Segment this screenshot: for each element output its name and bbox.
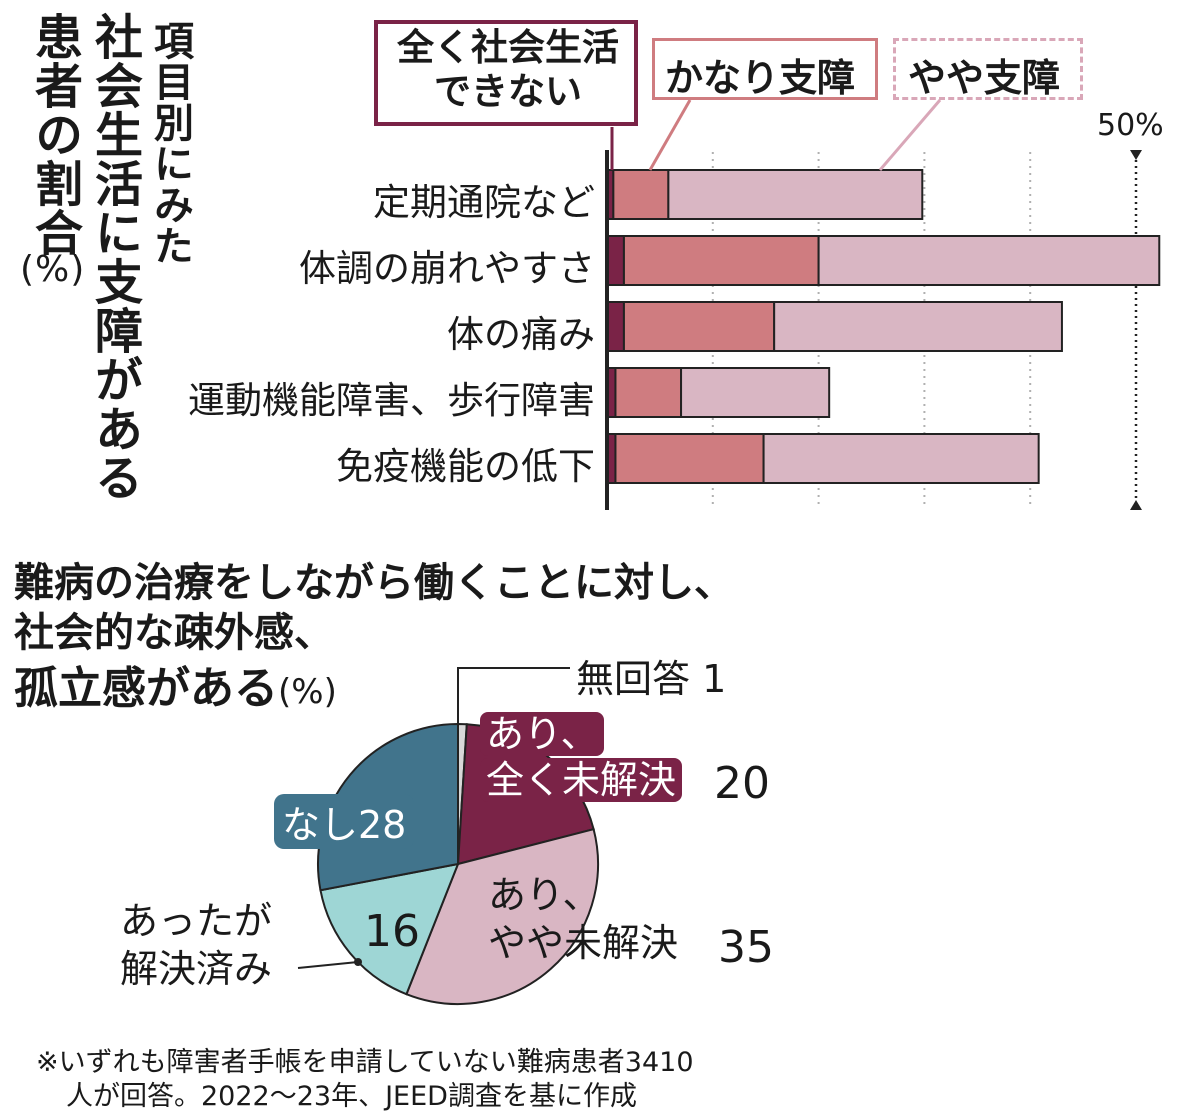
pie-title-unit: (%) [278,672,337,712]
pie-label-solved-line2: 解決済み [120,946,273,991]
bar-segment-kanari [614,367,683,418]
pie-value-yaya: 35 [718,922,774,973]
pie-value-zen: 20 [714,758,770,809]
legend-pointer-yaya [878,99,942,171]
category-label: 定期通院など [373,181,595,224]
pie-label-zen-line2: 全く未解決 [480,757,683,802]
bar-segment-yaya [667,169,924,220]
pie-title-line2: 社会的な疎外感、 [14,610,334,656]
footnote-line2: 人が回答。2022～23年、JEED調査を基に作成 [66,1081,637,1112]
pie-title-line1: 難病の治療をしながら働くことに対し、 [14,560,734,606]
bar-segment-yaya [762,433,1040,484]
reference-arrow-top [1130,150,1142,160]
reference-arrow-bottom [1130,500,1142,510]
bar-segment-yaya [817,235,1161,286]
bar-segment-kanari [622,301,776,352]
footnote-line1: ※いずれも障害者手帳を申請していない難病患者3410 [36,1047,694,1078]
category-label: 免疫機能の低下 [336,445,595,488]
bar-segment-zen [606,301,625,352]
bar-segment-kanari [612,169,670,220]
pie-label-solved-line1: あったが [120,899,273,943]
pie-title-line3-text: 孤立感がある [14,663,278,714]
bar-title-line2: 社会生活に支障がある [86,12,142,502]
leader-solved-dot [354,958,362,966]
pie-label-zen: あり、 全く未解決 [480,712,683,803]
leader-noanswer [457,667,570,728]
legend-zen: 全く社会生活できない [374,20,638,126]
legend-yaya-label: やや支障 [908,56,1061,100]
legend-kanari-label: かなり支障 [665,56,856,100]
pie-label-yaya-line2: やや未解決 [488,920,679,965]
leader-solved [297,961,359,969]
legend-pointer-kanari [648,99,692,171]
pie-label-solved: あったが 解決済み [120,898,272,993]
category-label: 運動機能障害、歩行障害 [188,379,595,422]
bar-segment-kanari [614,433,765,484]
bar-title-unit: (%) [20,249,86,290]
bar-title-line1: 項目別にみた [147,20,193,266]
bar-title-line3: 患者の割合 [26,12,82,257]
legend-yaya: やや支障 [893,38,1083,100]
legend-kanari: かなり支障 [652,38,878,100]
bar-segment-yaya [773,301,1063,352]
pie-value-solved: 16 [364,906,420,957]
category-label: 体調の崩れやすさ [299,247,595,290]
category-label: 体の痛み [447,313,595,356]
pie-slice-yaya [405,827,599,1005]
pie-label-yaya-line1: あり、 [488,873,601,917]
pie-label-yaya: あり、 やや未解決 [488,872,678,967]
legend-zen-label: 全く社会生活できない [397,26,619,114]
pie-slice-solved [319,862,460,996]
ref-line-label: 50% [1097,108,1164,143]
pie-label-noanswer: 無回答 1 [576,657,727,701]
pie-label-nashi: なし28 [274,794,415,849]
bar-segment-kanari [622,235,820,286]
category-labels: 定期通院など 体調の崩れやすさ 体の痛み 運動機能障害、歩行障害 免疫機能の低下 [150,0,595,520]
pie-title-line3: 孤立感がある(%) [14,663,337,715]
bar-segment-zen [606,235,625,286]
bar-segment-yaya [680,367,831,418]
pie-label-zen-line1: あり、 [480,712,605,756]
